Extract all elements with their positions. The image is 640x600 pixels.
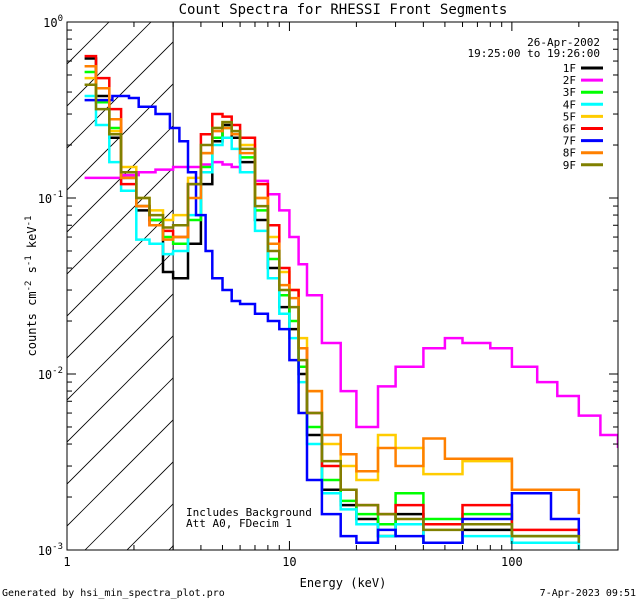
legend-label-2F: 2F (563, 74, 576, 87)
y-label-part: counts cm (25, 291, 39, 356)
hatch-line (67, 419, 174, 527)
hatch-line (67, 251, 174, 359)
legend-label-6F: 6F (563, 123, 576, 136)
legend-label-7F: 7F (563, 135, 576, 148)
y-tick-base: 10 (43, 16, 57, 30)
series-line-2F (84, 160, 618, 448)
series-line-3F (84, 70, 581, 543)
hatch-line (84, 461, 174, 550)
legend-label-1F: 1F (563, 62, 576, 75)
y-tick-exp: -2 (52, 366, 63, 376)
hatch-line (67, 335, 174, 443)
legend-label-3F: 3F (563, 86, 576, 99)
hatch-line (67, 377, 174, 485)
legend-label-5F: 5F (563, 110, 576, 123)
hatch-line (67, 209, 174, 317)
hatch-line (67, 83, 174, 191)
hatch-line (67, 167, 174, 275)
series-line-8F (84, 65, 581, 515)
y-label-exp: -2 (24, 281, 34, 292)
plot-frame (66, 21, 619, 551)
x-tick-label: 10 (282, 555, 296, 569)
y-label-exp: -1 (24, 216, 34, 227)
chart-title: Count Spectra for RHESSI Front Segments (179, 2, 508, 18)
series-line-9F (84, 83, 581, 543)
spectra-series (84, 54, 618, 550)
series-line-4F (84, 94, 581, 550)
y-tick-label: 100 (43, 14, 63, 30)
x-axis-label: Energy (keV) (300, 576, 387, 590)
series-line-7F (84, 94, 581, 544)
y-label-part: keV (25, 226, 39, 255)
x-tick-label: 100 (501, 555, 523, 569)
hatch-line (67, 22, 152, 107)
y-tick-base: 10 (38, 368, 52, 382)
y-label-part: s (25, 266, 39, 280)
y-tick-exp: -3 (52, 542, 63, 552)
y-tick-label: 10-1 (38, 190, 63, 206)
time-range-label: 19:25:00 to 19:26:00 (468, 47, 600, 60)
y-tick-base: 10 (38, 192, 52, 206)
y-label-exp: -1 (24, 255, 34, 266)
generated-by: Generated by hsi_min_spectra_plot.pro (2, 588, 225, 599)
y-tick-label: 10-2 (38, 366, 63, 382)
y-tick-base: 10 (38, 544, 52, 558)
footer-timestamp: 7-Apr-2023 09:51 (540, 588, 636, 599)
legend-label-9F: 9F (563, 159, 576, 172)
y-axis-label: counts cm-2 s-1 keV-1 (24, 216, 39, 357)
annotation-background: Includes Background (186, 506, 312, 519)
y-tick-label: 10-3 (38, 542, 63, 558)
y-tick-exp: -1 (52, 190, 63, 200)
legend-label-8F: 8F (563, 147, 576, 160)
x-tick-label: 1 (63, 555, 70, 569)
y-tick-exp: 0 (58, 14, 63, 24)
annotation-attenuator: Att A0, FDecim 1 (186, 517, 292, 530)
series-line-6F (84, 54, 581, 537)
legend-label-4F: 4F (563, 98, 576, 111)
series-line-5F (84, 76, 581, 506)
date-label: 26-Apr-2002 (527, 36, 600, 49)
